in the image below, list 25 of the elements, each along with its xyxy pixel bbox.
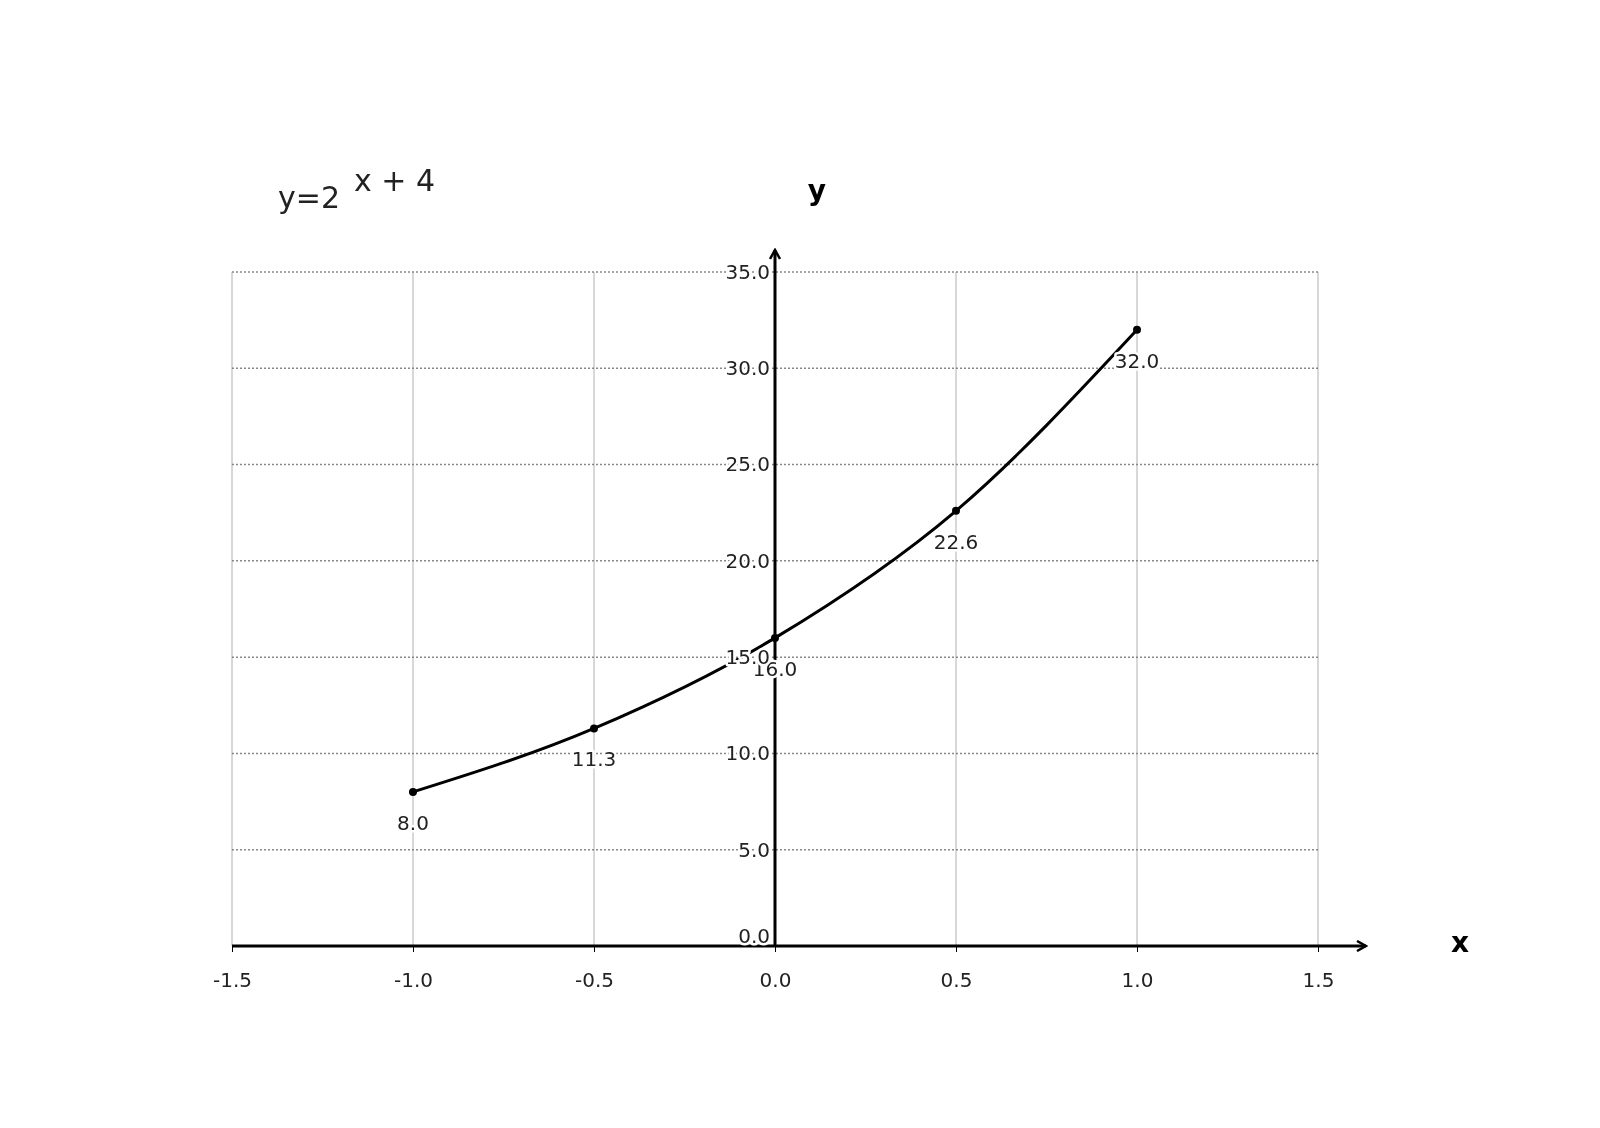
data-label: 11.3 [571, 747, 617, 772]
x-tick-label: 1.5 [1302, 968, 1335, 992]
y-tick-label: 20.0 [725, 548, 770, 573]
y-tick-label: 5.0 [738, 837, 770, 862]
y-tick-label: 35.0 [725, 259, 770, 284]
y-tick-label: 10.0 [725, 741, 770, 766]
y-axis-title: y [807, 174, 827, 207]
data-label: 32.0 [1114, 348, 1160, 373]
x-tick-label: 0.5 [940, 968, 973, 992]
data-label: 8.0 [397, 810, 429, 835]
point [952, 506, 960, 515]
x-tick-label: 1.0 [1121, 968, 1154, 992]
x-tick-label: -1.0 [393, 968, 434, 992]
y-tick-label: 0.0 [738, 923, 770, 948]
x-axis-title: x [1450, 926, 1470, 959]
y-tick-label: 25.0 [725, 452, 770, 477]
y-tick-label: 30.0 [725, 356, 770, 381]
x-tick-label: 0.0 [759, 968, 792, 992]
x-tick-label: -0.5 [574, 968, 615, 992]
point [409, 787, 417, 796]
point [771, 633, 779, 642]
point [1133, 325, 1141, 334]
point [590, 724, 598, 733]
x-tick-label: -1.5 [212, 968, 253, 992]
data-label: 22.6 [933, 529, 979, 554]
